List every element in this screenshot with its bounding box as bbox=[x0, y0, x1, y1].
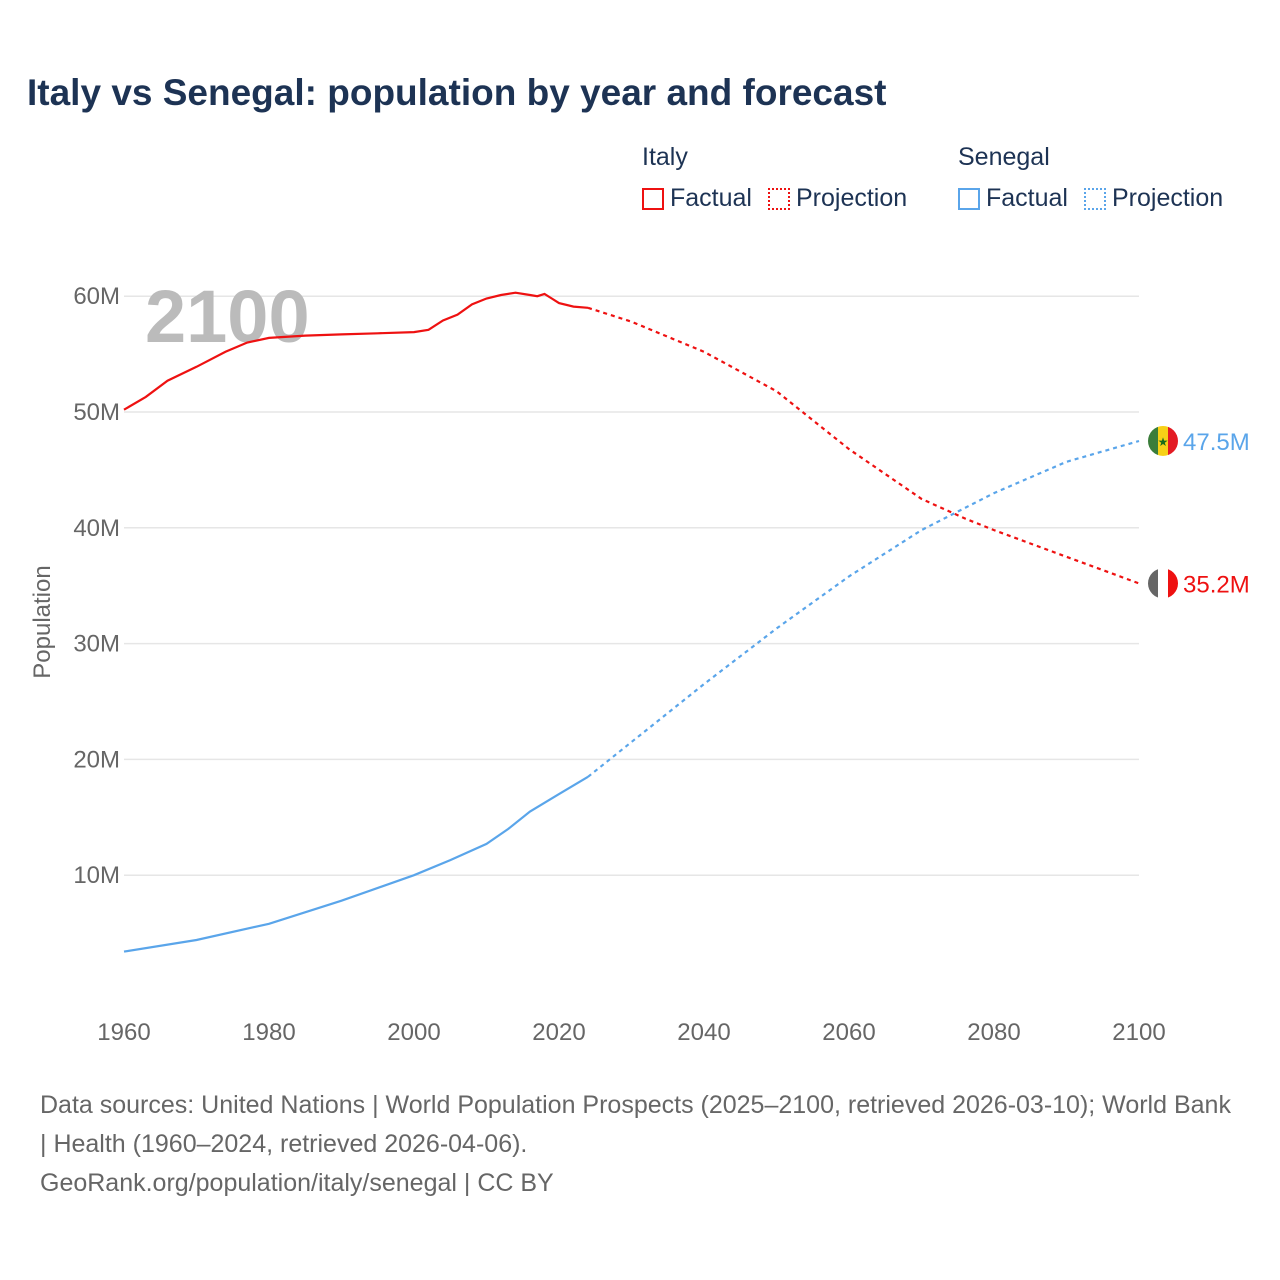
svg-text:★: ★ bbox=[1158, 435, 1169, 449]
series-line-italy-factual[interactable] bbox=[123, 291, 589, 411]
flag-italy-icon bbox=[1148, 568, 1178, 599]
legend-label: Factual bbox=[670, 184, 752, 212]
end-value-label: 47.5M bbox=[1183, 429, 1250, 456]
y-tick-label: 10M bbox=[73, 862, 120, 889]
y-axis-label: Population bbox=[29, 565, 56, 678]
y-tick-label: 20M bbox=[73, 746, 120, 773]
y-tick-label: 60M bbox=[73, 283, 120, 310]
x-tick-label: 2060 bbox=[822, 1019, 875, 1046]
legend-title: Senegal bbox=[958, 143, 1050, 171]
legend-label: Factual bbox=[986, 184, 1068, 212]
legend-item-italy-factual[interactable]: Factual bbox=[642, 184, 752, 213]
legend-label: Projection bbox=[1111, 184, 1224, 212]
chart-title: Italy vs Senegal: population by year and… bbox=[27, 72, 887, 113]
y-tick-label: 30M bbox=[73, 631, 120, 658]
x-tick-label: 2020 bbox=[532, 1019, 585, 1046]
end-value-label: 35.2M bbox=[1183, 571, 1250, 598]
legend-senegal: Senegal Factual Projection bbox=[958, 143, 1223, 213]
swatch-icon bbox=[767, 187, 790, 210]
legend-item-senegal-projection[interactable]: Projection bbox=[1083, 184, 1224, 213]
series-line-senegal-projection[interactable] bbox=[587, 439, 1140, 778]
data-sources: Data sources: United Nations | World Pop… bbox=[40, 1091, 1231, 1158]
x-tick-label: 2000 bbox=[387, 1019, 440, 1046]
x-tick-label: 2100 bbox=[1112, 1019, 1165, 1046]
series-line-senegal-factual[interactable] bbox=[123, 775, 589, 953]
swatch-icon bbox=[1083, 187, 1106, 210]
legend-label: Projection bbox=[795, 184, 908, 212]
legend-item-senegal-factual[interactable]: Factual bbox=[958, 184, 1068, 213]
source-link[interactable]: GeoRank.org/population/italy/senegal | C… bbox=[40, 1169, 554, 1197]
swatch-icon bbox=[958, 187, 980, 210]
legend-italy: Italy Factual Projection bbox=[642, 143, 907, 213]
x-tick-label: 2080 bbox=[967, 1019, 1020, 1046]
x-tick-label: 1960 bbox=[97, 1019, 150, 1046]
y-tick-label: 50M bbox=[73, 399, 120, 426]
year-overlay: 2100 bbox=[145, 275, 310, 358]
footer: Data sources: United Nations | World Pop… bbox=[40, 1086, 1240, 1203]
legend-item-italy-projection[interactable]: Projection bbox=[767, 184, 908, 213]
x-tick-label: 2040 bbox=[677, 1019, 730, 1046]
y-tick-label: 40M bbox=[73, 515, 120, 542]
swatch-icon bbox=[642, 187, 664, 210]
legend-title: Italy bbox=[642, 143, 688, 171]
series-line-italy-projection[interactable] bbox=[587, 306, 1140, 585]
flag-senegal-icon: ★ bbox=[1148, 425, 1178, 456]
x-tick-label: 1980 bbox=[242, 1019, 295, 1046]
